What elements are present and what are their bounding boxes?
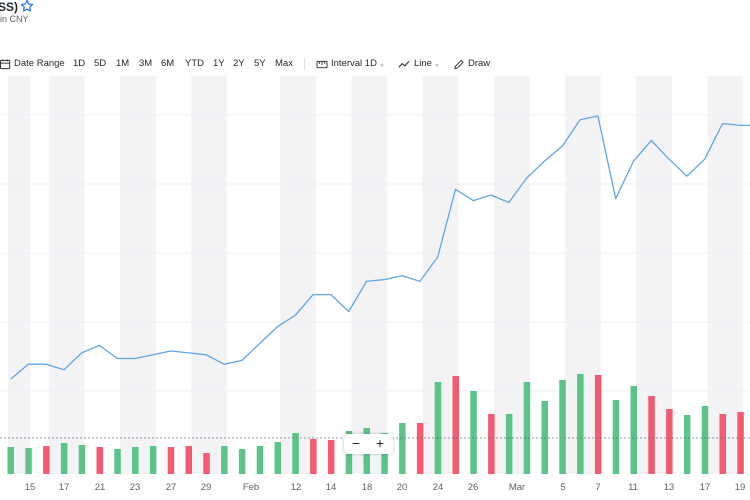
x-tick-label: 14 <box>326 482 337 493</box>
volume-bar <box>541 401 548 474</box>
volume-bar <box>737 412 744 474</box>
volume-bar <box>114 449 121 474</box>
volume-bar <box>274 442 281 474</box>
star-outline-icon[interactable] <box>20 0 34 13</box>
grid-band <box>120 76 156 474</box>
range-ytd-button[interactable]: YTD <box>185 58 204 69</box>
x-tick-label: 18 <box>362 482 373 493</box>
volume-bar <box>594 375 602 474</box>
chart-toolbar: Date Range 1D 5D 1M 3M 6M YTD 1Y 2Y 5Y M… <box>0 55 750 73</box>
interval-label: Interval <box>331 58 363 69</box>
x-tick-label: 24 <box>433 482 444 493</box>
ticker-title: SS) <box>0 0 19 14</box>
range-3m-button[interactable]: 3M <box>139 58 153 69</box>
zoom-in-button[interactable]: + <box>375 435 385 451</box>
volume-bar <box>96 447 103 474</box>
range-1m-button[interactable]: 1M <box>116 58 130 69</box>
volume-bar <box>149 446 157 474</box>
range-5y-button[interactable]: 5Y <box>254 58 266 69</box>
currency-note: in CNY <box>0 14 29 24</box>
interval-value: 1D <box>364 58 377 69</box>
date-range-button[interactable]: Date Range <box>14 58 65 69</box>
volume-bar <box>78 445 86 474</box>
volume-bar <box>7 447 14 474</box>
volume-bar <box>185 446 192 474</box>
volume-bar <box>43 446 50 474</box>
grid-band <box>8 76 30 474</box>
volume-bar <box>399 423 406 474</box>
x-tick-label: 17 <box>59 482 70 493</box>
zoom-out-button[interactable]: − <box>351 435 361 451</box>
x-tick-label: 13 <box>664 482 675 493</box>
grid-band <box>191 76 227 474</box>
volume-bar <box>559 380 566 474</box>
x-tick-label: 27 <box>166 482 177 493</box>
volume-bar <box>666 409 673 474</box>
volume-bar <box>167 447 175 474</box>
calendar-icon <box>0 59 11 70</box>
x-tick-label: Mar <box>509 482 525 493</box>
volume-bar <box>719 414 726 474</box>
x-tick-label: 20 <box>397 482 408 493</box>
x-tick-label: 26 <box>468 482 479 493</box>
volume-bar <box>683 415 691 474</box>
volume-bar <box>292 433 299 474</box>
volume-bar <box>648 396 655 474</box>
volume-bar <box>452 376 459 474</box>
x-tick-label: 5 <box>560 482 565 493</box>
volume-bar <box>505 414 513 474</box>
volume-bar <box>60 443 68 474</box>
volume-bar <box>523 382 531 474</box>
grid-band <box>280 76 316 474</box>
price-line <box>10 115 750 380</box>
zoom-controls: − + <box>344 434 393 454</box>
volume-bar <box>612 400 620 474</box>
range-5d-button[interactable]: 5D <box>94 58 107 69</box>
x-tick-label: 12 <box>291 482 302 493</box>
volume-bar <box>238 449 246 474</box>
volume-bar <box>630 386 637 474</box>
chart-type-button[interactable]: Line ⌄ <box>414 55 440 73</box>
range-max-button[interactable]: Max <box>275 58 293 69</box>
pencil-icon <box>454 59 464 70</box>
range-1y-button[interactable]: 1Y <box>213 58 225 69</box>
grid-band <box>351 76 388 474</box>
volume-bar <box>310 439 317 474</box>
volume-bar <box>701 406 709 474</box>
volume-bar <box>221 446 228 474</box>
x-tick-label: 7 <box>595 482 600 493</box>
chart-type-label: Line <box>414 58 432 69</box>
x-tick-label: 11 <box>628 482 638 493</box>
x-tick-label: 21 <box>95 482 106 493</box>
volume-bar <box>203 453 210 474</box>
volume-bar <box>470 391 477 474</box>
draw-button[interactable]: Draw <box>468 58 491 69</box>
volume-bar <box>327 440 335 474</box>
x-tick-label: Feb <box>243 482 259 493</box>
interval-button[interactable]: Interval 1D ⌄ <box>331 55 385 73</box>
range-1d-button[interactable]: 1D <box>73 58 86 69</box>
x-tick-label: 17 <box>700 482 711 493</box>
volume-bar <box>416 423 424 474</box>
toolbar-divider <box>304 58 305 70</box>
chevron-down-icon: ⌄ <box>433 61 440 68</box>
volume-bar <box>132 447 139 474</box>
volume-bar <box>434 382 442 474</box>
x-tick-label: 15 <box>25 482 36 493</box>
x-tick-label: 29 <box>201 482 212 493</box>
range-2y-button[interactable]: 2Y <box>233 58 245 69</box>
grid-band <box>493 76 530 474</box>
interval-ruler-icon <box>316 60 328 69</box>
x-tick-label: 19 <box>735 482 746 493</box>
volume-bar <box>25 448 32 474</box>
grid-band <box>48 76 85 474</box>
volume-bar <box>256 446 264 474</box>
range-6m-button[interactable]: 6M <box>161 58 175 69</box>
chevron-down-icon: ⌄ <box>378 61 385 68</box>
volume-bar <box>488 414 495 474</box>
volume-bar <box>577 374 584 474</box>
price-chart[interactable]: 15 17 21 23 27 29 Feb 12 14 18 20 24 26 Mar 5 7 11 13 17 19 <box>0 76 750 500</box>
x-tick-label: 23 <box>130 482 141 493</box>
line-chart-icon <box>398 60 410 68</box>
